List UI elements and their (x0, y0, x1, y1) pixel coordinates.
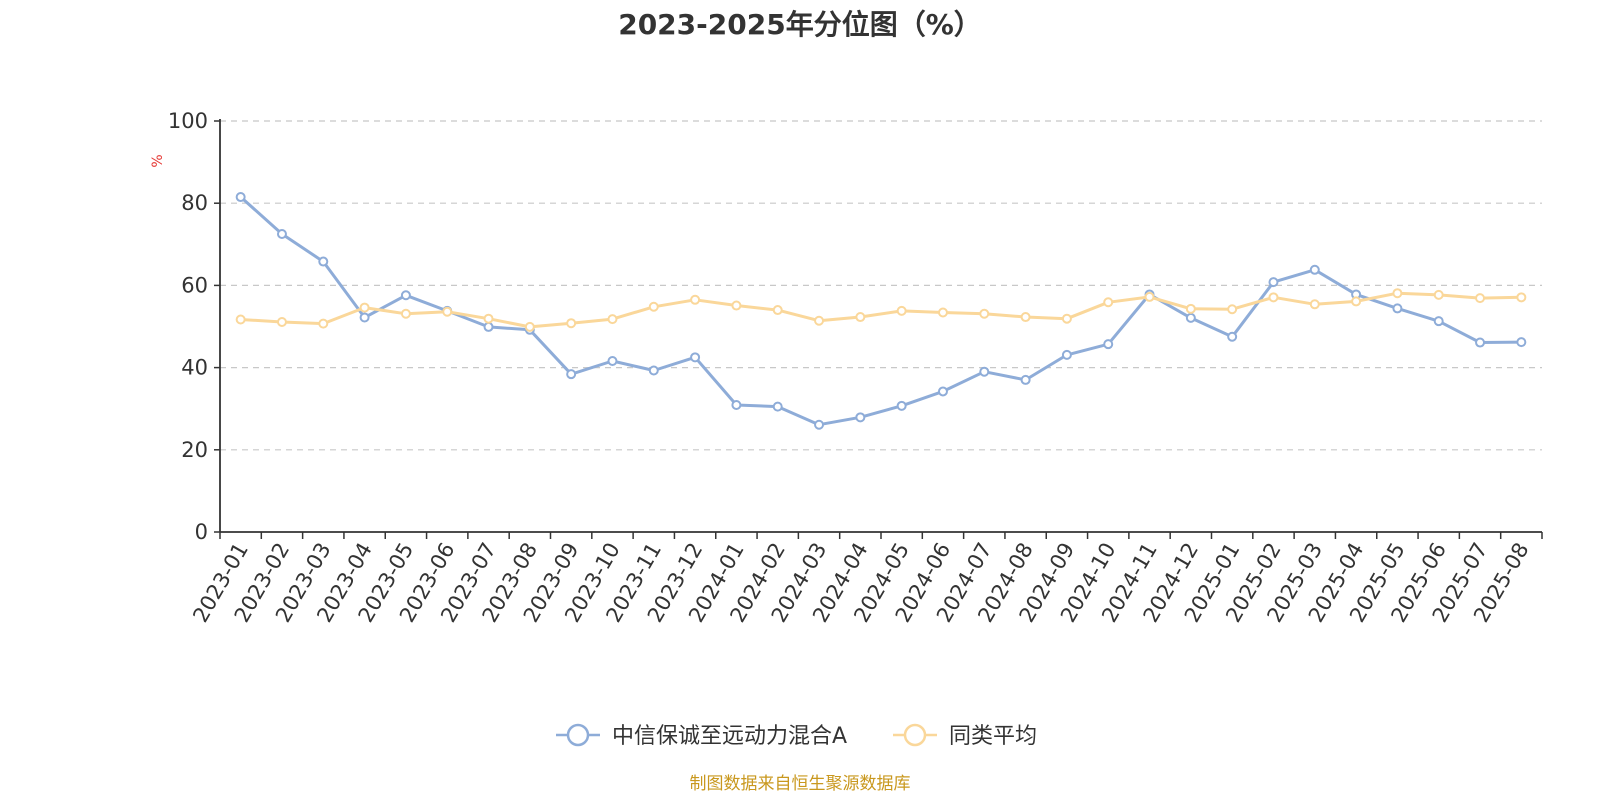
data-point (1103, 297, 1114, 308)
data-point (1185, 303, 1196, 314)
data-point (359, 302, 370, 313)
data-point (1516, 292, 1527, 303)
data-point (648, 301, 659, 312)
series-line-1 (239, 291, 1523, 329)
data-point (483, 321, 494, 332)
data-point (1144, 291, 1155, 302)
series-lines (235, 192, 1527, 430)
series-line-0 (239, 195, 1523, 427)
data-point (1185, 312, 1196, 323)
data-point (937, 386, 948, 397)
data-point (318, 256, 329, 267)
y-tick-label: 60 (181, 273, 208, 297)
data-point (731, 400, 742, 411)
data-point (1227, 331, 1238, 342)
legend-item-0[interactable]: 中信保诚至远动力混合A (556, 723, 847, 749)
data-point (1433, 289, 1444, 300)
data-point (979, 308, 990, 319)
data-point (1103, 339, 1114, 350)
data-point (1020, 312, 1031, 323)
y-tick-label: 40 (181, 356, 208, 380)
data-point (1227, 304, 1238, 315)
series-1 (235, 288, 1527, 332)
data-point (1351, 296, 1362, 307)
data-point (731, 300, 742, 311)
data-point (483, 313, 494, 324)
data-point (896, 400, 907, 411)
legend-item-1[interactable]: 同类平均 (893, 723, 1037, 749)
data-point (276, 316, 287, 327)
legend-marker-icon (566, 723, 590, 747)
chart-title: 2023-2025年分位图（%） (618, 8, 982, 41)
data-point (442, 306, 453, 317)
y-tick-label: 100 (168, 109, 208, 133)
data-point (566, 318, 577, 329)
data-point (1392, 288, 1403, 299)
data-point (1475, 293, 1486, 304)
data-point (1268, 292, 1279, 303)
data-point (690, 294, 701, 305)
data-point (607, 356, 618, 367)
data-point (937, 307, 948, 318)
series-0 (235, 192, 1527, 430)
data-point (855, 312, 866, 323)
data-point (1516, 337, 1527, 348)
data-point (814, 315, 825, 326)
legend-marker-icon (903, 723, 927, 747)
data-point (1020, 374, 1031, 385)
grid-lines (220, 120, 1542, 451)
data-point (400, 290, 411, 301)
legend[interactable]: 中信保诚至远动力混合A 同类平均 (556, 723, 1037, 749)
data-point (1475, 337, 1486, 348)
data-point (772, 401, 783, 412)
data-point (648, 365, 659, 376)
data-point (1433, 316, 1444, 327)
data-point (814, 419, 825, 430)
y-tick-label: 80 (181, 191, 208, 215)
data-point (1268, 277, 1279, 288)
y-axis-unit-label: % (150, 154, 166, 167)
data-point (276, 229, 287, 240)
data-point (896, 305, 907, 316)
data-source-note: 制图数据来自恒生聚源数据库 (690, 774, 911, 794)
data-point (1309, 264, 1320, 275)
data-point (359, 312, 370, 323)
data-point (1392, 303, 1403, 314)
data-point (235, 192, 246, 203)
data-point (400, 308, 411, 319)
data-point (979, 366, 990, 377)
y-tick-label: 0 (195, 520, 208, 544)
data-point (855, 412, 866, 423)
data-point (690, 352, 701, 363)
data-point (607, 314, 618, 325)
data-point (235, 314, 246, 325)
data-point (1061, 313, 1072, 324)
data-point (566, 369, 577, 380)
legend-label: 中信保诚至远动力混合A (612, 724, 847, 749)
y-tick-label: 20 (181, 438, 208, 462)
data-point (524, 321, 535, 332)
data-point (1061, 349, 1072, 360)
data-point (772, 305, 783, 316)
legend-label: 同类平均 (949, 724, 1037, 749)
data-point (1309, 299, 1320, 310)
data-point (318, 318, 329, 329)
